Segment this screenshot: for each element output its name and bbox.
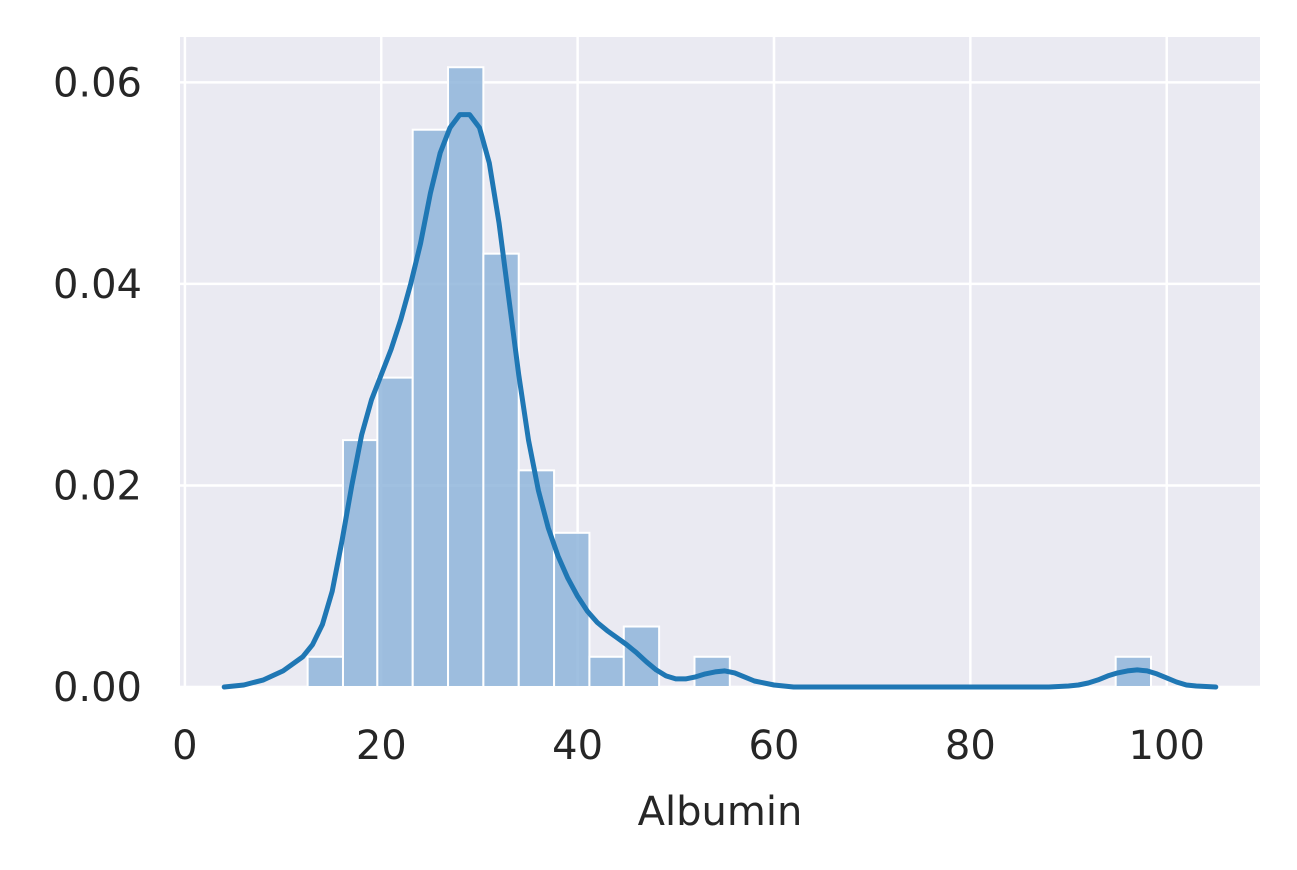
histogram-bars <box>306 66 1153 689</box>
x-tick-label: 20 <box>356 723 407 769</box>
y-tick-labels: 0.00 0.02 0.04 0.06 <box>53 60 142 711</box>
x-tick-label: 100 <box>1129 723 1205 769</box>
y-tick-label: 0.02 <box>53 463 142 509</box>
histogram-bar <box>341 439 379 688</box>
y-tick-label: 0.00 <box>53 665 142 711</box>
y-tick-label: 0.06 <box>53 60 142 106</box>
x-tick-label: 0 <box>172 723 197 769</box>
histogram-bar <box>447 66 485 689</box>
kde-line <box>221 112 1219 690</box>
histogram-bar <box>376 376 414 688</box>
histogram-bar <box>588 655 625 689</box>
x-tick-labels: 0 20 40 60 80 100 <box>172 723 1205 769</box>
y-tick-label: 0.04 <box>53 262 142 308</box>
histogram-bar <box>517 469 556 689</box>
histogram-bar <box>306 655 344 689</box>
x-tick-label: 80 <box>945 723 996 769</box>
x-tick-label: 60 <box>749 723 800 769</box>
kde-curve-group <box>221 112 1219 690</box>
histogram-bar <box>411 128 450 688</box>
x-tick-label: 40 <box>552 723 603 769</box>
x-axis-label: Albumin <box>638 789 803 835</box>
